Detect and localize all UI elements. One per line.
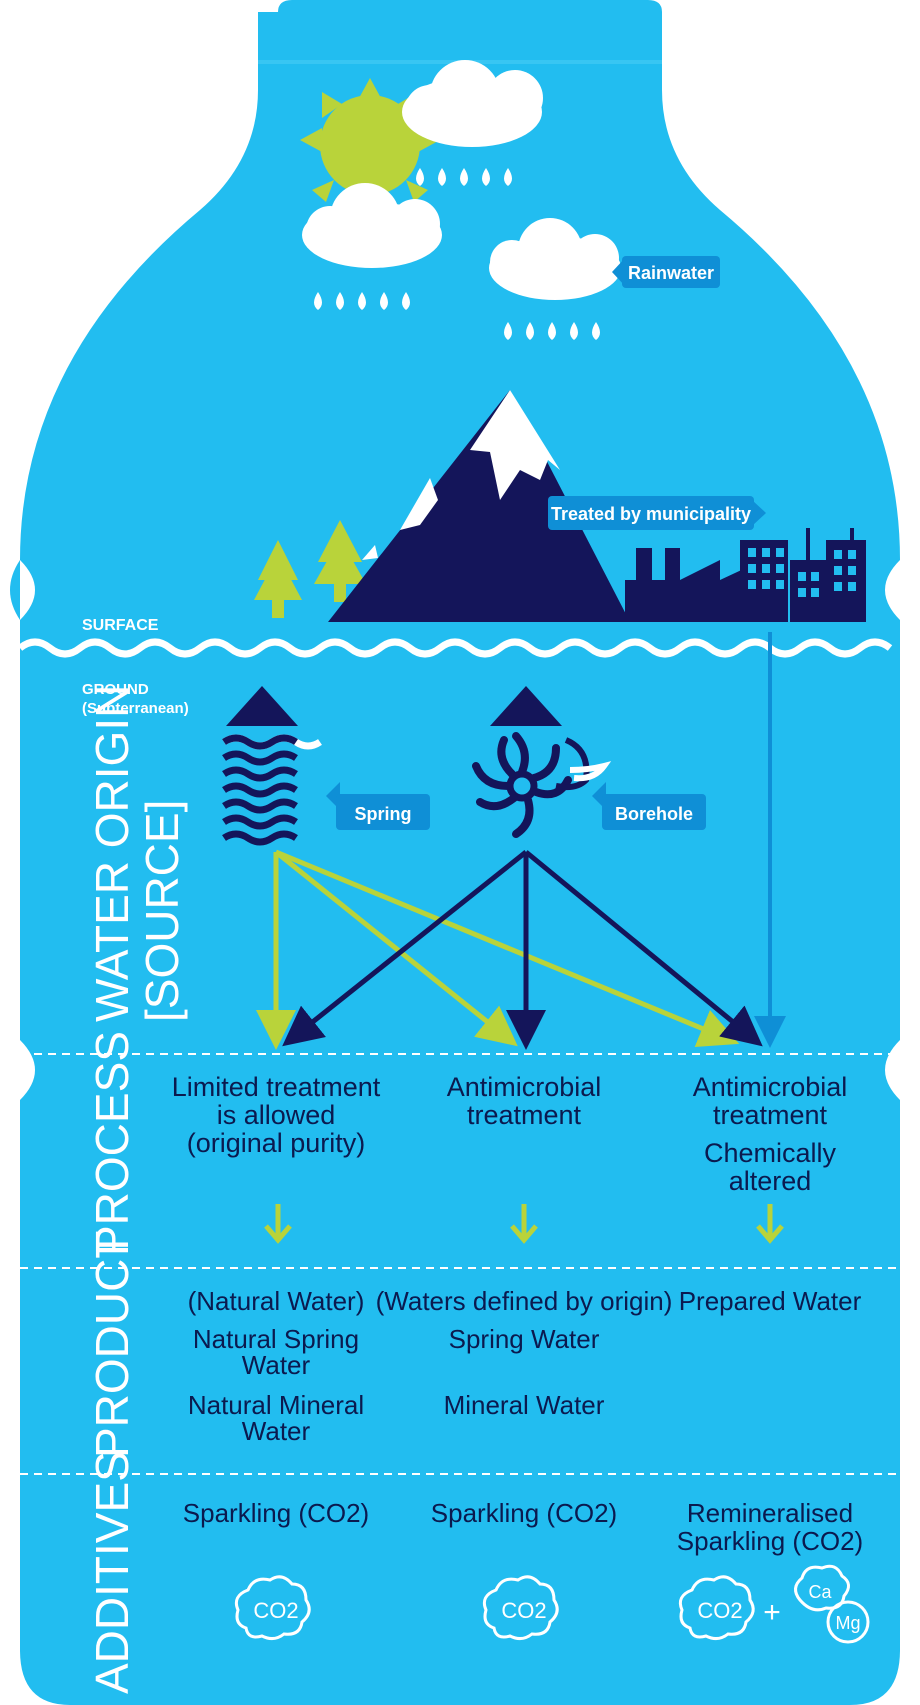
process-col1-line3: (original purity) xyxy=(187,1128,366,1158)
process-col1-line2: is allowed xyxy=(217,1100,336,1130)
borehole-label: Borehole xyxy=(615,804,693,824)
process-col2-line1: Antimicrobial xyxy=(447,1072,602,1102)
process-col2-line2: treatment xyxy=(467,1100,582,1130)
additives-col3-line1: Remineralised xyxy=(687,1498,853,1528)
bottle-ridge-left xyxy=(10,560,20,620)
product-col1-a-line2: Water xyxy=(242,1350,311,1380)
process-col3-line4: altered xyxy=(729,1166,812,1196)
municipality-tag: Treated by municipality xyxy=(548,496,766,530)
rainwater-label: Rainwater xyxy=(628,263,714,283)
plus-sign: + xyxy=(763,1596,781,1629)
co2-text-1: CO2 xyxy=(253,1598,298,1623)
product-col3-header: Prepared Water xyxy=(679,1286,862,1316)
calcium-text: Ca xyxy=(808,1582,832,1602)
section-label-product: PRODUCT xyxy=(86,1231,138,1458)
product-col1-header: (Natural Water) xyxy=(188,1286,365,1316)
section-label-additives: ADDITIVES xyxy=(86,1451,138,1694)
additives-col1: Sparkling (CO2) xyxy=(183,1498,369,1528)
co2-text-2: CO2 xyxy=(501,1598,546,1623)
additives-col2: Sparkling (CO2) xyxy=(431,1498,617,1528)
co2-text-3: CO2 xyxy=(697,1598,742,1623)
section-label-process: PROCESS xyxy=(86,1031,138,1256)
additives-col3-line2: Sparkling (CO2) xyxy=(677,1526,863,1556)
process-col3-line1: Antimicrobial xyxy=(693,1072,848,1102)
magnesium-text: Mg xyxy=(835,1613,860,1633)
surface-label: SURFACE xyxy=(82,617,159,634)
section-label-source: [SOURCE] xyxy=(136,800,188,1022)
municipality-label: Treated by municipality xyxy=(551,504,751,524)
product-col2-b: Mineral Water xyxy=(444,1390,605,1420)
product-col2-header: (Waters defined by origin) xyxy=(376,1286,673,1316)
product-col2-a: Spring Water xyxy=(449,1324,600,1354)
rainwater-tag: Rainwater xyxy=(612,256,720,288)
process-col3-line2: treatment xyxy=(713,1100,828,1130)
process-col1-line1: Limited treatment xyxy=(172,1072,381,1102)
process-col3-line3: Chemically xyxy=(704,1138,837,1168)
spring-label: Spring xyxy=(355,804,412,824)
product-col1-b-line2: Water xyxy=(242,1416,311,1446)
section-label-origin: WATER ORIGIN xyxy=(86,685,138,1022)
